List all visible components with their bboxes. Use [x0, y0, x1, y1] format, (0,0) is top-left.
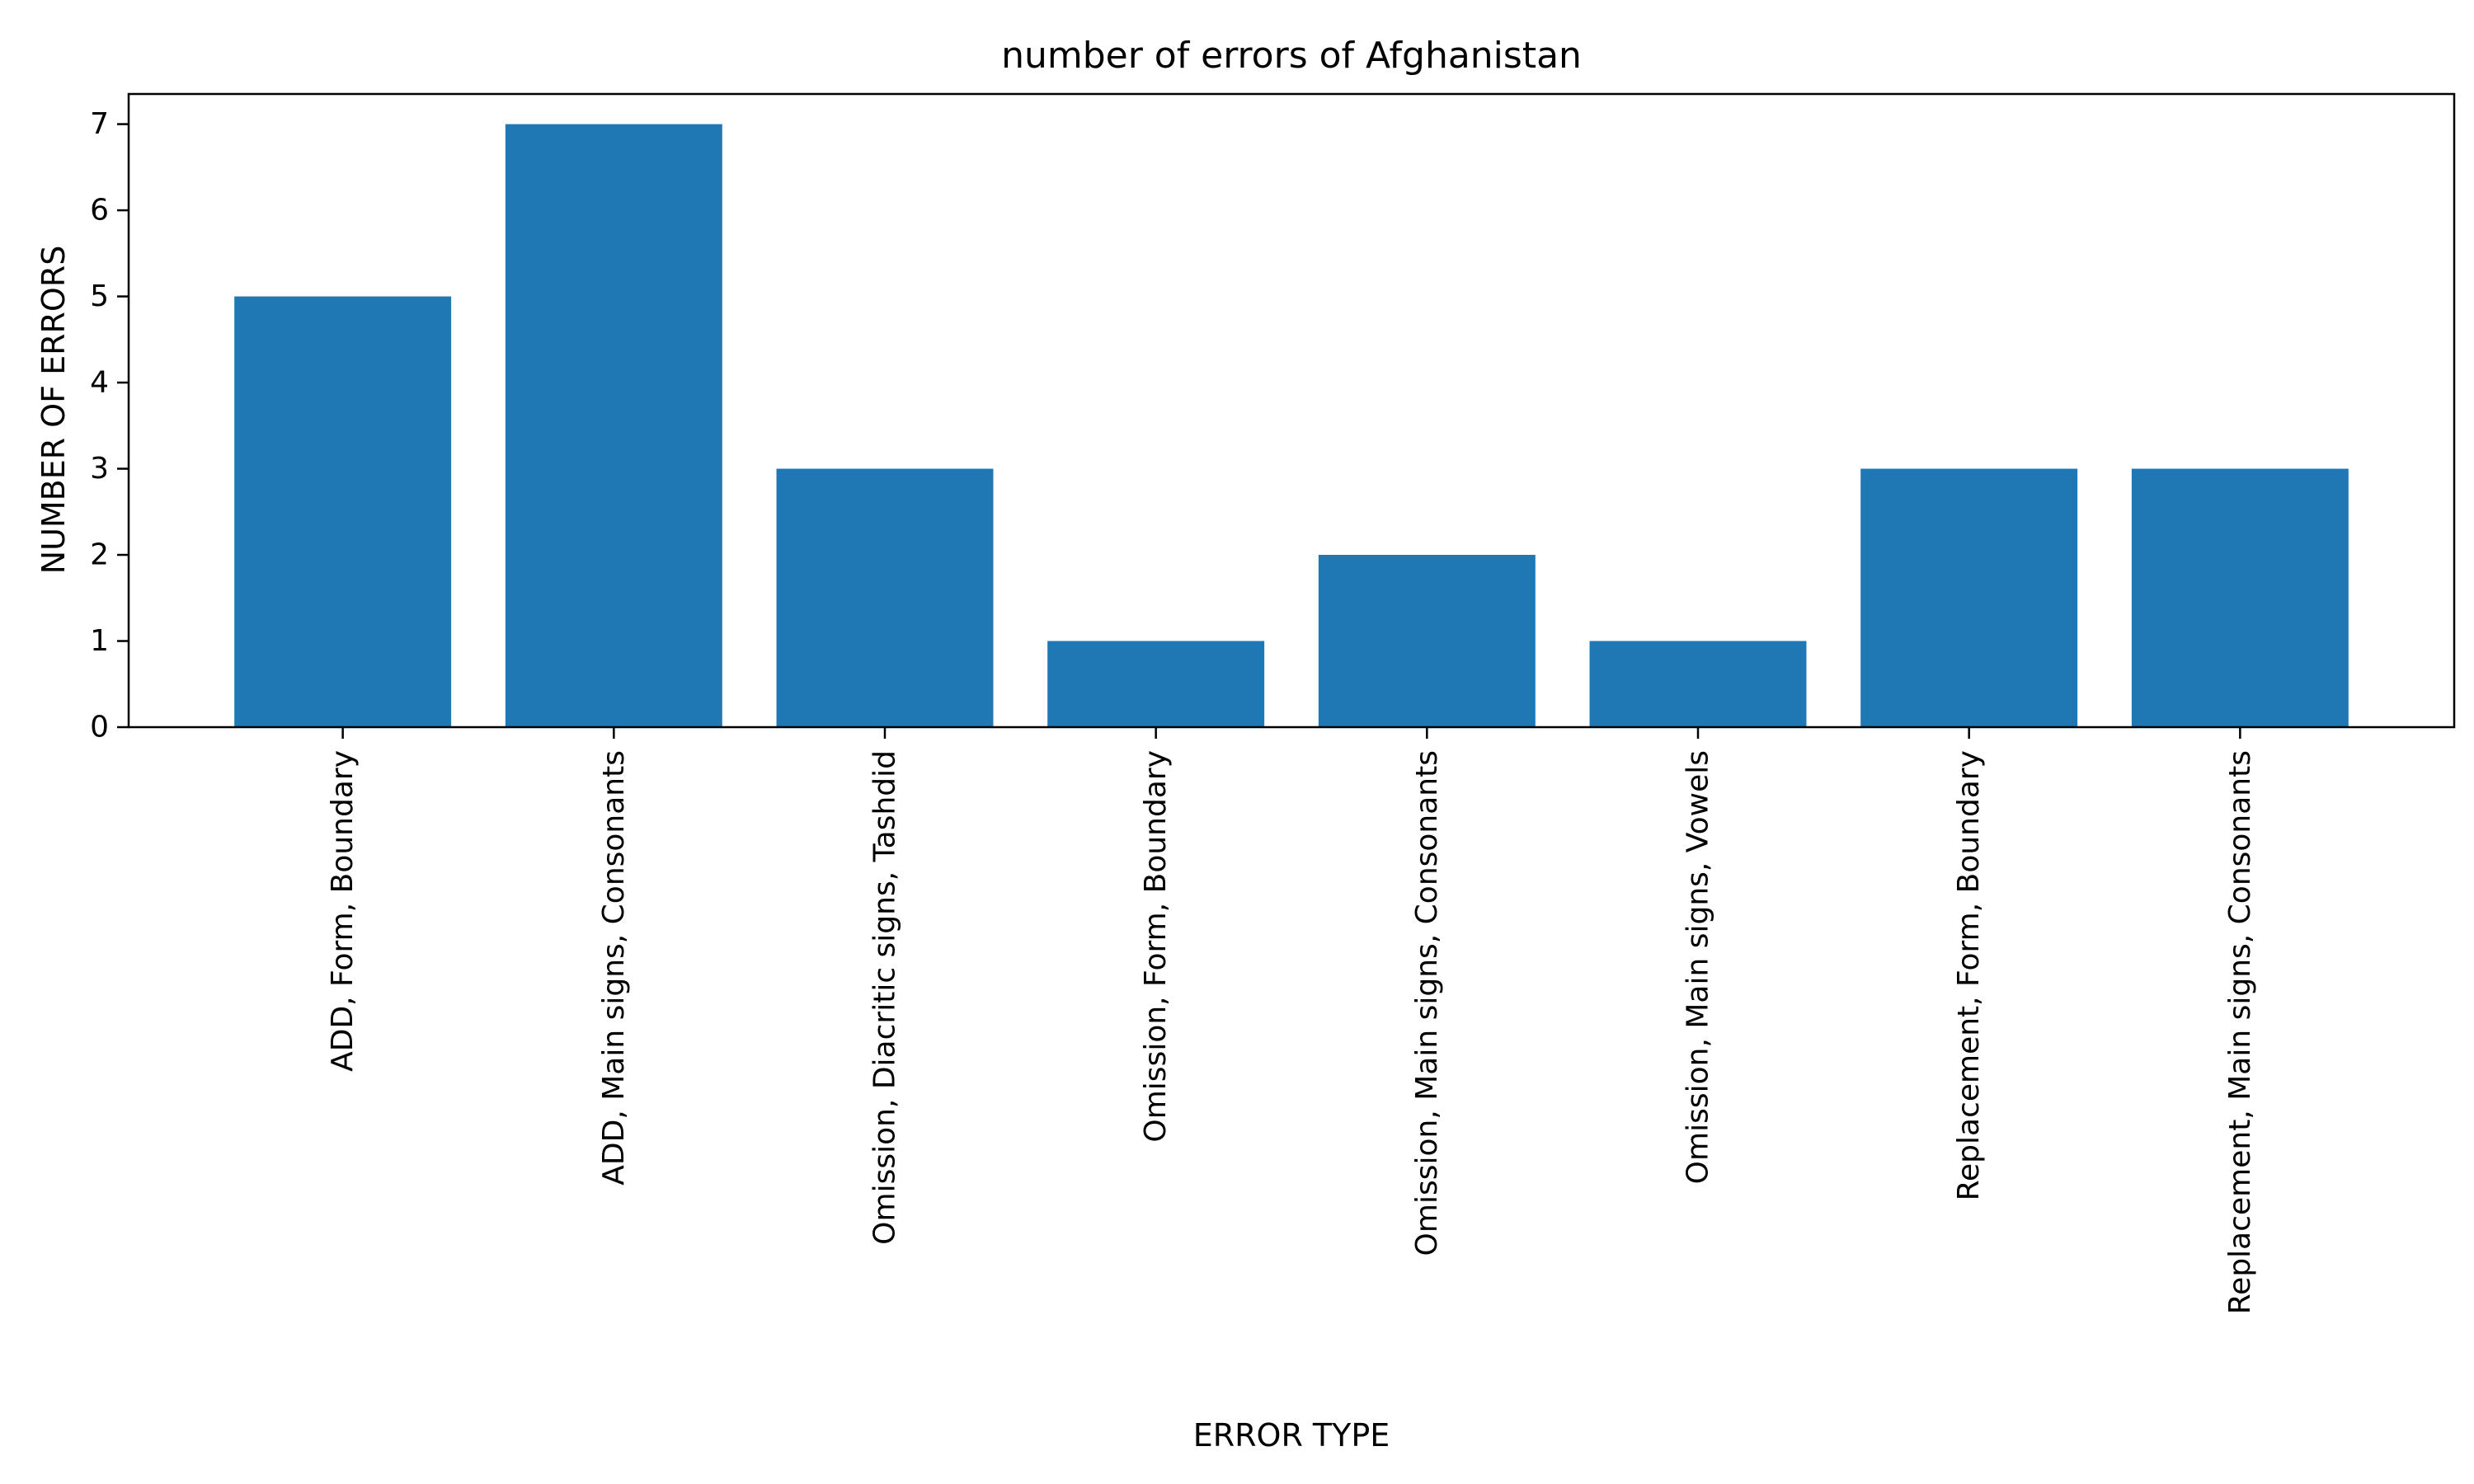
y-axis-label: NUMBER OF ERRORS [35, 246, 72, 575]
bar-1 [234, 296, 452, 727]
bar-4 [1047, 641, 1265, 727]
bars-layer [234, 124, 2349, 728]
y-axis: 0 1 2 3 4 5 6 7 [90, 107, 129, 744]
chart-title: number of errors of Afghanistan [1001, 35, 1582, 77]
x-tick-label: ADD, Main signs, Consonants [597, 750, 631, 1186]
x-axis-label: ERROR TYPE [1193, 1417, 1390, 1453]
y-tick-label: 6 [90, 194, 109, 228]
y-tick-label: 3 [90, 452, 109, 486]
bar-5 [1318, 555, 1536, 727]
bar-7 [1860, 468, 2078, 727]
bar-8 [2131, 468, 2349, 727]
y-tick-label: 5 [90, 279, 109, 313]
plot-area-frame [127, 92, 2456, 729]
bar-2 [505, 124, 722, 728]
x-tick-label: Omission, Form, Boundary [1139, 750, 1173, 1143]
bar-6 [1589, 641, 1807, 727]
y-tick-label: 1 [90, 624, 109, 658]
x-tick-label: Omission, Main signs, Consonants [1410, 750, 1444, 1256]
y-tick-label: 4 [90, 366, 109, 400]
x-tick-label: Replacement, Main signs, Consonants [2223, 750, 2257, 1314]
x-tick-label: Omission, Diacritic signs, Tashdid [868, 750, 901, 1245]
x-axis: ADD, Form, Boundary ADD, Main signs, Cons… [326, 727, 2257, 1314]
y-tick-label: 2 [90, 538, 109, 572]
x-tick-label: Replacement, Form, Boundary [1952, 750, 1986, 1200]
y-tick-label: 0 [90, 711, 109, 744]
y-tick-label: 7 [90, 107, 109, 141]
x-tick-label: Omission, Main signs, Vowels [1681, 750, 1715, 1184]
bar-3 [776, 468, 994, 727]
x-tick-label: ADD, Form, Boundary [326, 750, 360, 1072]
